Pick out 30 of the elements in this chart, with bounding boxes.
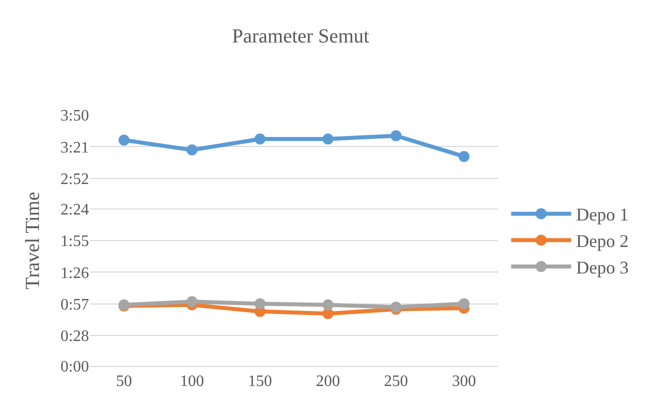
point (390, 130, 402, 142)
y-tick-label: 0:28 (60, 328, 89, 346)
y-tick-label: 0:00 (60, 358, 89, 376)
legend-label: Depo 2 (576, 231, 629, 252)
point (458, 298, 470, 310)
x-tick-label: 300 (452, 373, 476, 390)
y-tick-label: 3:50 (60, 108, 89, 125)
point (458, 150, 470, 162)
point (186, 144, 198, 156)
x-tick-label: 150 (248, 373, 272, 390)
y-tick-label: 1:55 (60, 233, 89, 250)
y-tick-label: 2:52 (60, 170, 89, 188)
x-tick-label: 250 (384, 373, 408, 390)
point (254, 134, 266, 145)
point (254, 298, 266, 310)
point (322, 299, 334, 310)
x-tick-label: 100 (180, 373, 204, 390)
y-axis-title: Travel Time (22, 192, 44, 290)
y-tick-label: 0:57 (60, 296, 89, 314)
y-tick-label: 1:26 (60, 264, 89, 282)
legend-label: Depo 3 (576, 258, 629, 278)
chart-title: Parameter Semut (232, 25, 370, 48)
legend-label: Depo 1 (576, 204, 629, 225)
point (118, 134, 130, 146)
x-tick-label: 200 (316, 373, 340, 390)
y-tick-label: 3:21 (60, 139, 89, 156)
x-tick-label: 50 (116, 373, 132, 390)
point (186, 296, 198, 308)
point (322, 134, 334, 145)
y-tick-label: 2:24 (60, 201, 89, 218)
